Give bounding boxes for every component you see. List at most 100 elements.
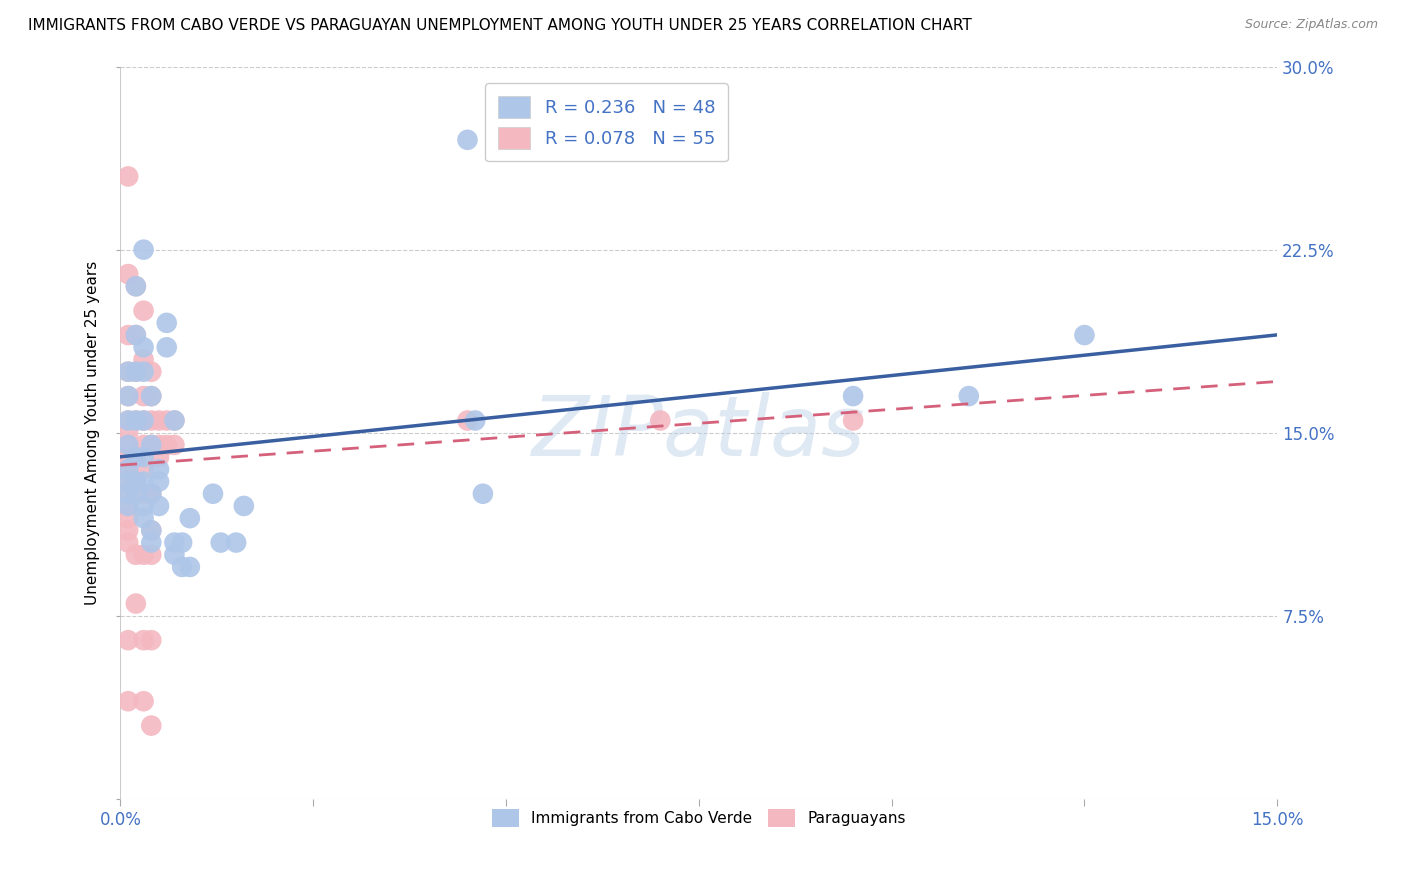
Point	[141, 438, 163, 452]
Point	[132, 694, 155, 708]
Point	[132, 487, 155, 501]
Point	[125, 475, 148, 489]
Point	[117, 365, 139, 379]
Point	[141, 389, 163, 403]
Point	[125, 548, 148, 562]
Point	[141, 487, 163, 501]
Point	[209, 535, 232, 549]
Point	[148, 438, 170, 452]
Point	[132, 413, 155, 427]
Point	[117, 438, 139, 452]
Point	[117, 475, 139, 489]
Point	[117, 694, 139, 708]
Point	[132, 389, 155, 403]
Point	[132, 340, 155, 354]
Point	[125, 597, 148, 611]
Point	[132, 413, 155, 427]
Point	[132, 303, 155, 318]
Text: Source: ZipAtlas.com: Source: ZipAtlas.com	[1244, 18, 1378, 31]
Point	[117, 487, 139, 501]
Point	[650, 413, 672, 427]
Point	[125, 413, 148, 427]
Point	[456, 133, 478, 147]
Point	[156, 438, 179, 452]
Point	[117, 389, 139, 403]
Point	[148, 450, 170, 464]
Point	[456, 413, 478, 427]
Point	[141, 413, 163, 427]
Point	[163, 413, 186, 427]
Point	[125, 328, 148, 343]
Point	[163, 535, 186, 549]
Point	[117, 499, 139, 513]
Point	[117, 524, 139, 538]
Point	[132, 438, 155, 452]
Point	[117, 462, 139, 476]
Point	[156, 340, 179, 354]
Point	[132, 352, 155, 367]
Point	[117, 438, 139, 452]
Point	[163, 548, 186, 562]
Point	[225, 535, 247, 549]
Point	[132, 548, 155, 562]
Point	[117, 633, 139, 648]
Point	[132, 475, 155, 489]
Point	[117, 267, 139, 281]
Point	[163, 413, 186, 427]
Point	[141, 389, 163, 403]
Point	[141, 548, 163, 562]
Point	[141, 718, 163, 732]
Point	[117, 462, 139, 476]
Point	[132, 462, 155, 476]
Point	[172, 535, 194, 549]
Point	[125, 279, 148, 293]
Point	[132, 243, 155, 257]
Point	[201, 487, 224, 501]
Point	[141, 535, 163, 549]
Point	[148, 475, 170, 489]
Point	[125, 328, 148, 343]
Point	[125, 475, 148, 489]
Point	[179, 560, 201, 574]
Point	[117, 328, 139, 343]
Point	[117, 499, 139, 513]
Point	[141, 487, 163, 501]
Point	[117, 413, 139, 427]
Point	[232, 499, 254, 513]
Point	[957, 389, 980, 403]
Point	[132, 499, 155, 513]
Point	[125, 450, 148, 464]
Point	[148, 499, 170, 513]
Point	[148, 462, 170, 476]
Point	[148, 413, 170, 427]
Point	[117, 487, 139, 501]
Text: ZIPatlas: ZIPatlas	[531, 392, 866, 474]
Point	[117, 425, 139, 440]
Point	[117, 475, 139, 489]
Point	[132, 633, 155, 648]
Point	[156, 316, 179, 330]
Point	[125, 413, 148, 427]
Point	[141, 365, 163, 379]
Point	[132, 511, 155, 525]
Point	[141, 524, 163, 538]
Point	[125, 450, 148, 464]
Point	[172, 560, 194, 574]
Point	[141, 524, 163, 538]
Point	[132, 365, 155, 379]
Point	[464, 413, 486, 427]
Point	[132, 450, 155, 464]
Point	[117, 389, 139, 403]
Point	[125, 279, 148, 293]
Point	[842, 413, 865, 427]
Point	[141, 438, 163, 452]
Point	[179, 511, 201, 525]
Point	[117, 535, 139, 549]
Point	[125, 365, 148, 379]
Point	[117, 511, 139, 525]
Point	[141, 633, 163, 648]
Point	[1073, 328, 1095, 343]
Point	[125, 487, 148, 501]
Point	[125, 365, 148, 379]
Point	[117, 169, 139, 184]
